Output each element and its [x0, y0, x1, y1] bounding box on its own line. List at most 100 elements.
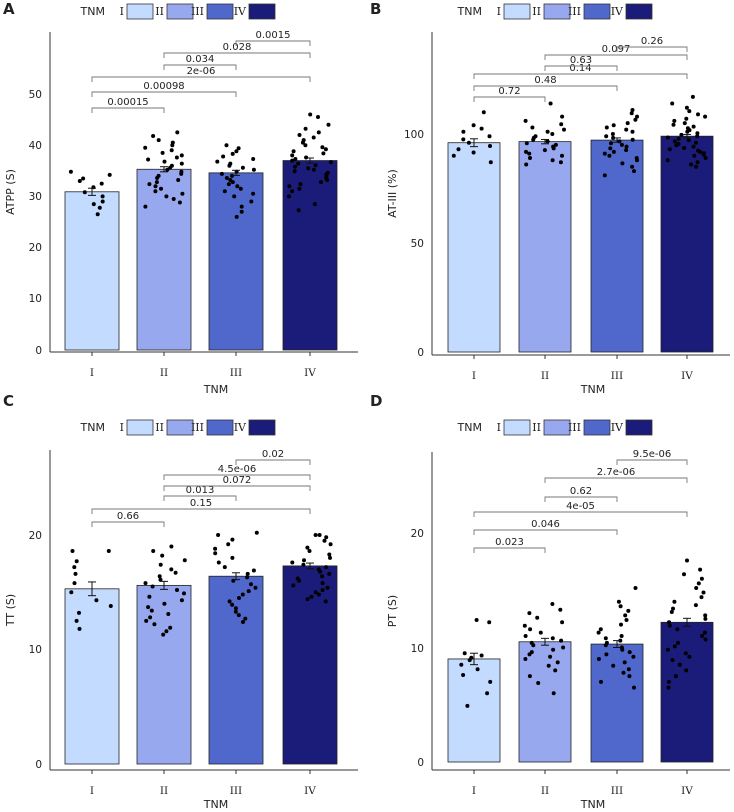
data-point [155, 176, 160, 180]
data-point [245, 575, 250, 580]
bracket-line [616, 46, 688, 52]
legend-label-1: I [120, 5, 124, 18]
legend-swatch-4 [248, 419, 276, 436]
data-point [298, 182, 303, 187]
legend-label-2: II [532, 421, 541, 434]
data-point [240, 165, 245, 170]
data-point [311, 135, 316, 140]
data-point [251, 191, 256, 196]
data-point [179, 598, 184, 603]
data-point [523, 634, 528, 638]
bracket-line [616, 459, 688, 465]
data-point [627, 650, 632, 655]
data-point [74, 618, 79, 623]
x-axis-title: TNM [580, 383, 605, 396]
data-point [224, 176, 229, 180]
data-point [632, 169, 636, 174]
comparison-bracket: 0.0015 [235, 30, 311, 46]
legend-label-4: IV [234, 5, 247, 18]
data-point [629, 111, 634, 116]
data-point [100, 194, 105, 199]
p-value-label: 0.0015 [256, 30, 291, 41]
data-point [311, 167, 316, 172]
y-axis-title: PT (S) [386, 595, 399, 627]
data-point [487, 134, 492, 139]
data-point [293, 164, 297, 169]
data-point [169, 148, 174, 153]
legend-label-4: IV [611, 5, 624, 18]
bracket-line [473, 547, 546, 553]
data-point [146, 605, 151, 610]
data-point [319, 180, 323, 185]
data-point [143, 581, 148, 586]
data-point [297, 578, 301, 583]
data-point [604, 652, 609, 657]
data-point [531, 643, 536, 648]
legend-swatch-4 [625, 3, 653, 20]
data-point [154, 180, 159, 185]
data-point [99, 181, 104, 186]
bracket-line [163, 474, 311, 480]
data-point [471, 123, 476, 128]
y-tick-label: 0 [35, 345, 42, 357]
bracket-line [544, 477, 688, 483]
data-point [324, 565, 329, 570]
legend-label-3: III [191, 421, 204, 434]
data-point [550, 132, 555, 136]
data-point [633, 586, 638, 590]
data-point [253, 585, 258, 590]
data-point [91, 202, 96, 207]
comparison-bracket: 0.72 [473, 86, 546, 102]
data-point [674, 143, 679, 148]
data-point [320, 581, 325, 586]
data-point [465, 703, 470, 708]
data-point [249, 582, 253, 587]
data-point [630, 129, 635, 134]
data-point [548, 101, 553, 106]
data-point [689, 162, 694, 167]
data-point [290, 158, 295, 163]
data-point [559, 122, 564, 127]
legend-label-1: I [497, 5, 501, 18]
data-point [461, 137, 466, 142]
x-tick-label: IV [681, 370, 693, 382]
data-point [328, 542, 333, 547]
data-point [305, 545, 310, 550]
x-tick-label: IV [304, 785, 316, 797]
data-point [461, 129, 466, 134]
bracket-line [473, 73, 688, 79]
data-point [153, 189, 158, 194]
data-point [524, 149, 528, 154]
bar-III [208, 575, 264, 765]
p-value-label: 0.72 [498, 86, 520, 97]
legend-title: TNM [80, 5, 105, 18]
data-point [603, 636, 608, 641]
data-point [479, 653, 484, 658]
p-value-label: 0.26 [641, 36, 663, 47]
bar-II [518, 141, 572, 353]
data-point [70, 549, 75, 553]
data-point [313, 533, 318, 537]
data-point [523, 657, 528, 661]
data-point [626, 667, 631, 672]
x-tick-label: I [472, 785, 476, 797]
data-point [175, 588, 179, 592]
comparison-bracket: 0.034 [163, 54, 237, 70]
comparison-bracket: 0.62 [544, 486, 618, 502]
data-point [673, 674, 678, 679]
x-tick-label: I [90, 367, 94, 379]
comparison-bracket: 0.028 [163, 42, 311, 58]
data-point [77, 179, 82, 183]
data-point [143, 204, 148, 209]
data-point [222, 565, 227, 570]
bar-IV [282, 565, 338, 765]
p-value-label: 0.023 [495, 537, 524, 548]
data-point [488, 160, 493, 165]
data-point [324, 535, 329, 540]
data-point [77, 626, 82, 631]
y-tick-label: 0 [417, 347, 424, 359]
data-point [703, 114, 708, 119]
bracket-line [473, 96, 546, 102]
